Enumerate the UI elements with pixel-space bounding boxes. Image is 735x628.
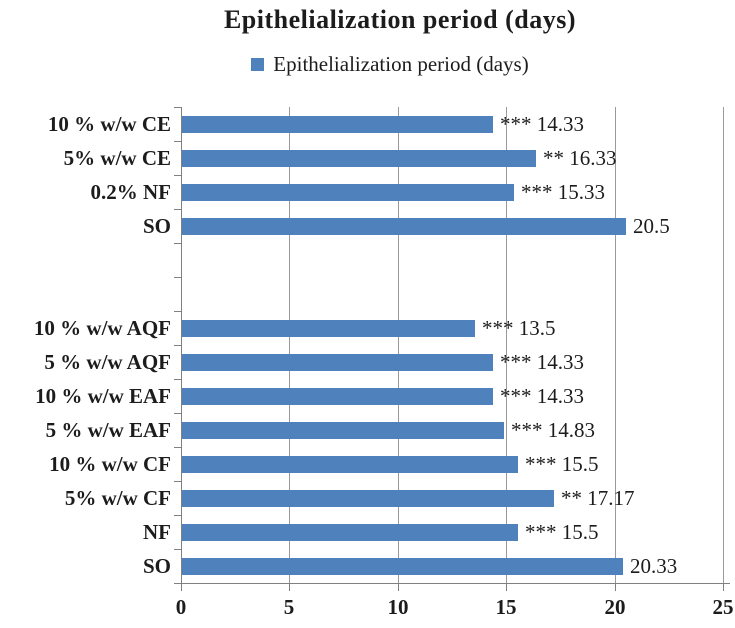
gridline [506, 107, 508, 583]
x-axis-tick [615, 583, 616, 591]
y-axis-tick [174, 141, 181, 142]
value-label: *** 13.5 [482, 316, 556, 340]
bar [182, 320, 475, 337]
category-label: SO [142, 214, 171, 238]
value-label: ** 16.33 [543, 146, 617, 170]
y-axis-tick [174, 481, 181, 482]
x-axis-tick [723, 583, 724, 591]
category-label: 10 % w/w AQF [33, 316, 171, 340]
bar [182, 422, 504, 439]
x-axis-tick [398, 583, 399, 591]
gridline [397, 107, 399, 583]
value-label: *** 15.33 [521, 180, 605, 204]
legend-label: Epithelialization period (days) [273, 52, 529, 76]
value-label: ** 17.17 [561, 486, 635, 510]
x-axis-tick [181, 583, 182, 591]
value-label: *** 14.83 [511, 418, 595, 442]
x-axis-tick [506, 583, 507, 591]
y-axis-tick [174, 209, 181, 210]
value-label: 20.5 [633, 214, 670, 238]
category-label: 5% w/w CE [63, 146, 171, 170]
y-axis [181, 107, 182, 584]
category-label: 10 % w/w CE [47, 112, 171, 136]
category-label: 10 % w/w CF [49, 452, 171, 476]
bar [182, 490, 554, 507]
y-axis-tick [174, 277, 181, 278]
category-label: NF [143, 520, 171, 544]
bar [182, 354, 493, 371]
x-axis-tick [289, 583, 290, 591]
category-label: 5% w/w CF [64, 486, 171, 510]
x-tick-label: 20 [604, 595, 626, 619]
y-axis-tick [174, 413, 181, 414]
gridline [614, 107, 616, 583]
category-label: 10 % w/w EAF [35, 384, 171, 408]
gridline [723, 107, 724, 583]
bar [182, 218, 626, 235]
category-label: 5 % w/w EAF [45, 418, 171, 442]
y-axis-tick [174, 175, 181, 176]
category-label: 5 % w/w AQF [44, 350, 171, 374]
bar [182, 388, 493, 405]
value-label: *** 15.5 [525, 452, 599, 476]
value-label: *** 14.33 [500, 384, 584, 408]
y-axis-tick [174, 345, 181, 346]
category-label: SO [142, 554, 171, 578]
y-axis-tick [174, 107, 181, 108]
category-label: 0.2% NF [90, 180, 172, 204]
y-axis-tick [174, 447, 181, 448]
bar [182, 184, 514, 201]
x-tick-label: 5 [283, 595, 295, 619]
y-axis-tick [174, 515, 181, 516]
legend-series-marker-icon [251, 58, 265, 71]
bar [182, 524, 518, 541]
x-tick-label: 15 [495, 595, 517, 619]
gridline [289, 107, 291, 583]
x-tick-label: 10 [387, 595, 409, 619]
y-axis-tick [174, 583, 181, 584]
value-label: *** 14.33 [500, 350, 584, 374]
value-label: *** 15.5 [525, 520, 599, 544]
x-tick-label: 0 [175, 595, 187, 619]
y-axis-tick [174, 243, 181, 244]
bar [182, 116, 493, 133]
y-axis-tick [174, 379, 181, 380]
x-tick-label: 25 [712, 595, 734, 619]
bar [182, 150, 536, 167]
bar [182, 558, 623, 575]
y-axis-tick [174, 549, 181, 550]
chart-title: Epithelialization period (days) [223, 5, 577, 34]
value-label: *** 14.33 [500, 112, 584, 136]
legend: Epithelialization period (days) [60, 52, 720, 77]
x-axis [174, 583, 730, 584]
bar [182, 456, 518, 473]
y-axis-tick [174, 311, 181, 312]
value-label: 20.33 [630, 554, 678, 578]
